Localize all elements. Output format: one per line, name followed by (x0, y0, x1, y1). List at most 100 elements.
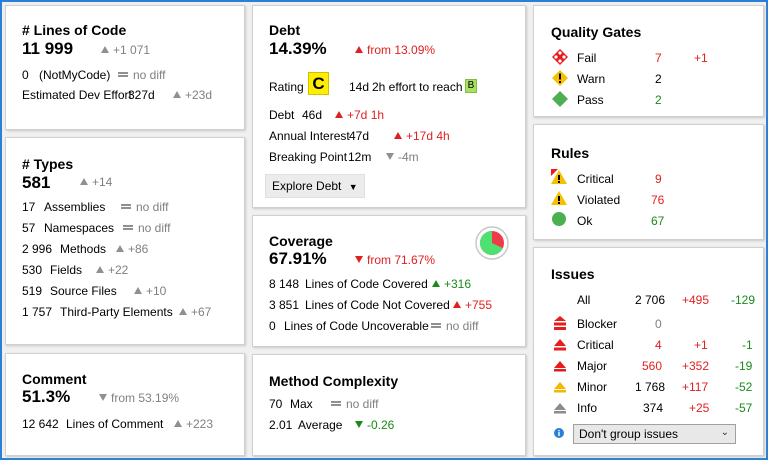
panel-title: Quality Gates (551, 24, 642, 40)
issue-label: All (577, 293, 591, 307)
rule-count: 76 (651, 193, 665, 207)
debt-days: 46d (302, 108, 323, 122)
up-arrow-icon (432, 280, 440, 287)
issue-label: Info (577, 401, 598, 415)
complexity-max-delta: no diff (346, 397, 379, 411)
rule-label: Ok (577, 214, 593, 228)
coverage-delta: +316 (444, 277, 472, 291)
issue-removed: -52 (735, 380, 753, 394)
comment-lines-count: 12 642 (22, 417, 59, 431)
debt-panel: Debt 14.39% from 13.09% Rating C 14d 2h … (252, 5, 526, 208)
panel-title: Coverage (269, 233, 333, 249)
panel-title: Method Complexity (269, 373, 399, 389)
up-arrow-icon (80, 178, 88, 185)
annual-interest-value: 47d (349, 129, 370, 143)
up-arrow-icon (179, 308, 187, 315)
method-complexity-panel: Method Complexity 70 Max no diff 2.01 Av… (252, 354, 526, 456)
metric-count: 57 (22, 221, 36, 235)
pass-icon (552, 91, 568, 107)
group-issues-value: Don't group issues (579, 427, 679, 441)
rating-badge: C (308, 72, 329, 95)
issue-count: 560 (642, 359, 663, 373)
breaking-point-value: 12m (348, 150, 372, 164)
gate-delta: +1 (694, 51, 708, 65)
issue-count: 4 (655, 338, 662, 352)
comment-value: 51.3% (22, 387, 71, 406)
no-change-icon (331, 401, 341, 406)
rating-label: Rating (269, 80, 304, 94)
gate-count: 2 (655, 93, 662, 107)
complexity-max-value: 70 (269, 397, 283, 411)
up-arrow-icon (96, 266, 104, 273)
info-icon[interactable] (554, 428, 564, 438)
issue-label: Critical (577, 338, 614, 352)
coverage-delta: from 71.67% (367, 253, 436, 267)
up-arrow-icon (335, 111, 343, 118)
metric-count: 530 (22, 263, 43, 277)
metric-label: Source Files (50, 284, 117, 298)
metric-label: Namespaces (44, 221, 115, 235)
explore-debt-button[interactable]: Explore Debt ▼ (265, 174, 365, 198)
coverage-count: 0 (269, 319, 276, 333)
complexity-max-label: Max (290, 397, 313, 411)
effort-text: 2h effort to reach (372, 80, 463, 94)
dev-effort-delta: +23d (185, 88, 213, 102)
fail-icon (552, 49, 568, 65)
coverage-count: 8 148 (269, 277, 300, 291)
warn-icon (552, 70, 568, 86)
up-arrow-icon (355, 46, 363, 53)
coverage-label: Lines of Code Covered (305, 277, 428, 291)
issue-label: Minor (577, 380, 608, 394)
issue-label: Major (577, 359, 608, 373)
comment-delta: from 53.19% (111, 391, 180, 405)
breaking-point-label: Breaking Point (269, 150, 348, 164)
issue-added: +117 (682, 380, 709, 394)
dev-effort-value: 327d (128, 88, 155, 102)
up-arrow-icon (174, 420, 182, 427)
gate-label: Pass (577, 93, 604, 107)
metric-label: Third-Party Elements (60, 305, 173, 319)
coverage-count: 3 851 (269, 298, 300, 312)
critical-rule-icon (551, 169, 567, 184)
quality-gates-panel: Quality Gates Fail 7 +1 Warn 2 Pass 2 (533, 5, 764, 117)
notmycode-count: 0 (22, 68, 29, 82)
metric-delta: +86 (128, 242, 149, 256)
rule-count: 67 (651, 214, 665, 228)
debt-label: Debt (269, 108, 295, 122)
up-arrow-icon (101, 46, 109, 53)
issue-added: +25 (689, 401, 710, 415)
rule-label: Critical (577, 172, 614, 186)
debt-delta: from 13.09% (367, 43, 436, 57)
metric-delta: no diff (138, 221, 171, 235)
metric-count: 2 996 (22, 242, 53, 256)
violated-rule-icon (551, 191, 567, 205)
gate-label: Warn (577, 72, 606, 86)
issue-label: Blocker (577, 317, 618, 331)
coverage-label: Lines of Code Uncoverable (284, 319, 429, 333)
rule-label: Violated (577, 193, 621, 207)
effort-time: 14d (349, 80, 370, 94)
issue-added: +495 (682, 293, 710, 307)
up-arrow-icon (453, 301, 461, 308)
issue-count: 1 768 (635, 380, 666, 394)
metric-delta: +67 (191, 305, 212, 319)
metric-count: 1 757 (22, 305, 53, 319)
issue-removed: -57 (735, 401, 753, 415)
metric-label: Methods (60, 242, 107, 256)
issue-count: 2 706 (635, 293, 666, 307)
metric-count: 519 (22, 284, 43, 298)
up-arrow-icon (116, 245, 124, 252)
panel-title: # Types (22, 156, 74, 172)
annual-interest-delta: +17d 4h (406, 129, 450, 143)
issue-removed: -1 (742, 338, 753, 352)
dev-effort-label: Estimated Dev Effort (22, 88, 132, 102)
complexity-avg-label: Average (298, 418, 343, 432)
group-issues-select[interactable]: Don't group issues ⌄ (573, 424, 736, 444)
no-change-icon (431, 323, 441, 328)
types-panel: # Types 581 +14 17 Assemblies no diff 57… (5, 137, 245, 345)
up-arrow-icon (134, 287, 142, 294)
rule-count: 9 (655, 172, 662, 186)
issue-count: 374 (643, 401, 664, 415)
issue-removed: -19 (735, 359, 753, 373)
